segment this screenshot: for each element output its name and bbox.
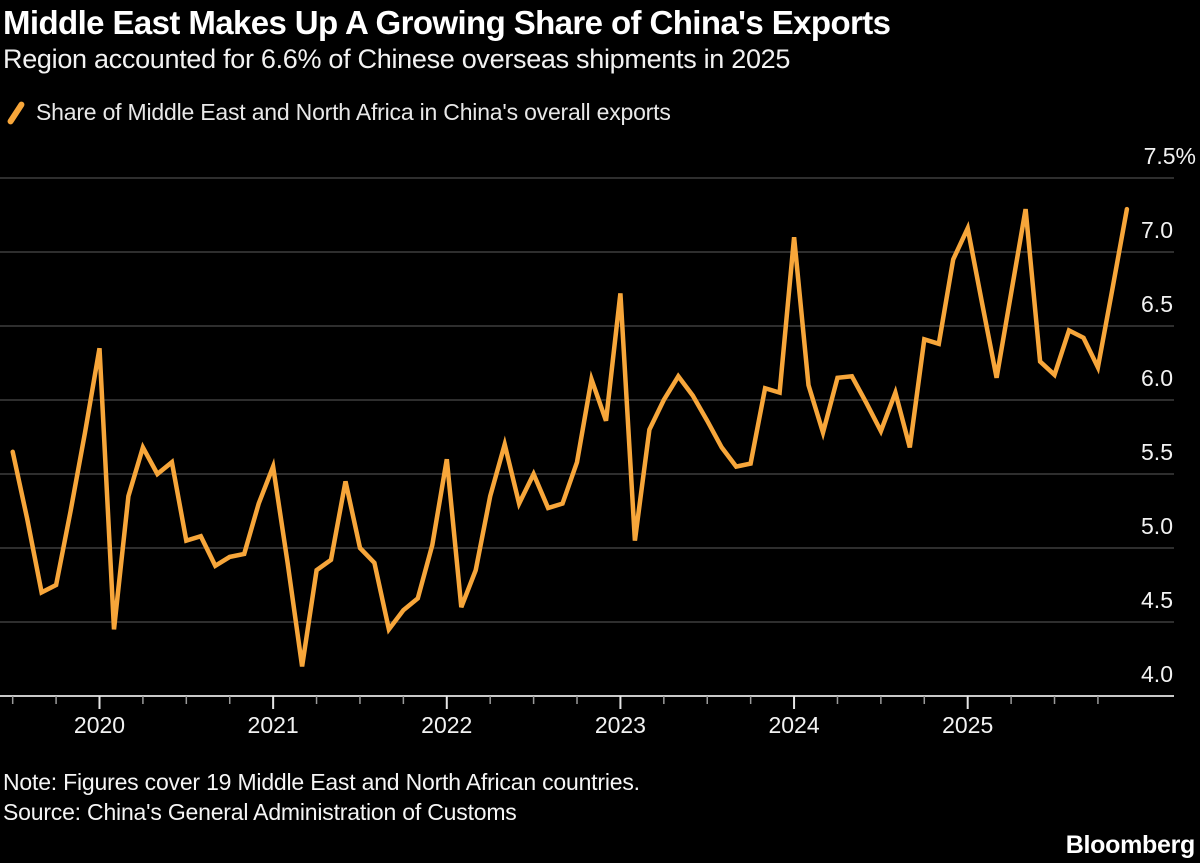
y-axis-label: 5.5 [1141,439,1173,465]
x-axis-label: 2021 [247,712,299,738]
page-title: Middle East Makes Up A Growing Share of … [3,4,891,41]
y-axis-label: 7.5% [1143,143,1196,169]
x-axis-label: 2022 [421,712,473,738]
x-axis-label: 2024 [768,712,820,738]
x-axis-label: 2020 [73,712,126,738]
x-axis-label: 2023 [594,712,646,738]
bloomberg-logo: Bloomberg [1065,831,1196,859]
chart-note: Note: Figures cover 19 Middle East and N… [3,769,640,795]
y-axis-label: 5.0 [1141,513,1173,539]
y-axis-label: 4.5 [1141,587,1173,613]
legend-label: Share of Middle East and North Africa in… [36,99,671,125]
y-axis-label: 4.0 [1141,661,1173,687]
y-axis-label: 6.0 [1141,365,1173,391]
chart-source: Source: China's General Administration o… [3,799,517,825]
exports-share-line-series [10,206,1130,667]
y-axis-label: 7.0 [1141,217,1173,243]
x-axis-label: 2025 [942,712,994,738]
y-axis-label: 6.5 [1141,291,1173,317]
page-subtitle: Region accounted for 6.6% of Chinese ove… [3,44,791,74]
